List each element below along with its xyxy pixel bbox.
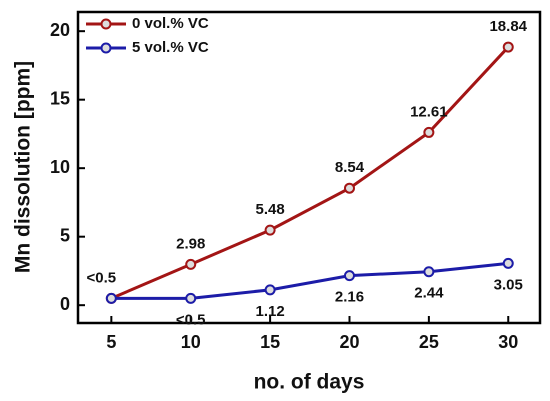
y-tick-label: 20 — [50, 20, 70, 40]
x-tick-label: 25 — [419, 332, 439, 352]
series-line — [111, 261, 509, 300]
data-point — [423, 266, 435, 278]
data-point — [502, 257, 514, 269]
value-label: 3.05 — [494, 276, 523, 293]
data-point — [423, 126, 435, 138]
x-tick-label: 5 — [106, 332, 116, 352]
x-tick-label: 15 — [260, 332, 280, 352]
value-label: 1.12 — [256, 303, 285, 320]
x-tick-label: 20 — [339, 332, 359, 352]
value-label: 18.84 — [489, 18, 527, 35]
data-point — [343, 270, 355, 282]
data-point — [264, 284, 276, 296]
x-tick-label: 10 — [181, 332, 201, 352]
data-point — [185, 258, 197, 270]
plot-frame — [76, 10, 542, 325]
value-label: 8.54 — [335, 159, 365, 176]
value-label: 2.44 — [414, 285, 444, 302]
value-label: 5.48 — [256, 201, 285, 218]
x-tick-label: 30 — [498, 332, 518, 352]
value-label: <0.5 — [176, 311, 206, 328]
value-label: 2.98 — [176, 235, 205, 252]
legend-marker — [100, 18, 112, 30]
x-axis-title: no. of days — [254, 371, 365, 394]
y-tick-label: 0 — [60, 294, 70, 314]
legend-text: 0 vol.% VC — [132, 15, 209, 32]
data-point — [105, 292, 117, 304]
data-point — [264, 224, 276, 236]
y-tick-label: 15 — [50, 88, 70, 108]
y-tick-label: 10 — [50, 157, 70, 177]
value-label: 12.61 — [410, 103, 448, 120]
legend-text: 5 vol.% VC — [132, 39, 209, 56]
data-point — [343, 182, 355, 194]
y-axis-title: Mn dissolution [ppm] — [12, 61, 35, 273]
legend-marker — [100, 42, 112, 54]
series-line — [110, 46, 510, 300]
data-point — [185, 292, 197, 304]
value-label: <0.5 — [87, 269, 117, 286]
data-point — [502, 41, 514, 53]
y-tick-label: 5 — [60, 225, 70, 245]
value-label: 2.16 — [335, 289, 364, 306]
